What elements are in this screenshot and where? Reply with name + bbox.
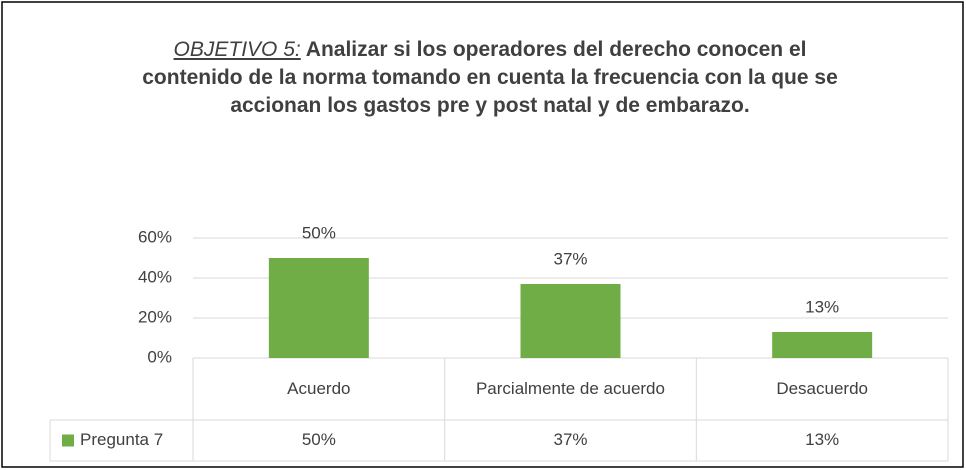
chart-title: OBJETIVO 5: Analizar si los operadores d…: [130, 36, 850, 120]
title-label: OBJETIVO 5:: [173, 38, 301, 61]
bar: [772, 332, 873, 358]
category-cell: Parcialmente de acuerdo: [475, 379, 665, 398]
title-box: OBJETIVO 5: Analizar si los operadores d…: [130, 36, 850, 120]
x-tick-label: Parcialmente de acuerdo: [475, 379, 665, 398]
data-label: 13%: [805, 297, 839, 316]
x-tick-label: Acuerdo: [287, 379, 351, 398]
table-value: 37%: [553, 430, 587, 449]
data-label: 37%: [553, 249, 587, 268]
bar: [268, 258, 369, 358]
category-cell: Desacuerdo: [776, 379, 868, 398]
y-tick-label: 20%: [138, 307, 172, 326]
title-text: Analizar si los operadores del derecho c…: [142, 38, 838, 117]
bar: [520, 284, 621, 358]
y-tick-label: 0%: [147, 347, 172, 366]
table-value: 13%: [805, 430, 839, 449]
y-tick-label: 60%: [138, 227, 172, 246]
category-cell: Acuerdo: [287, 379, 351, 398]
legend-label: Pregunta 7: [80, 430, 163, 449]
x-tick-label: Desacuerdo: [776, 379, 868, 398]
table-value: 50%: [302, 430, 336, 449]
legend-swatch: [62, 434, 74, 447]
y-tick-label: 40%: [138, 267, 172, 286]
data-label: 50%: [302, 223, 336, 242]
